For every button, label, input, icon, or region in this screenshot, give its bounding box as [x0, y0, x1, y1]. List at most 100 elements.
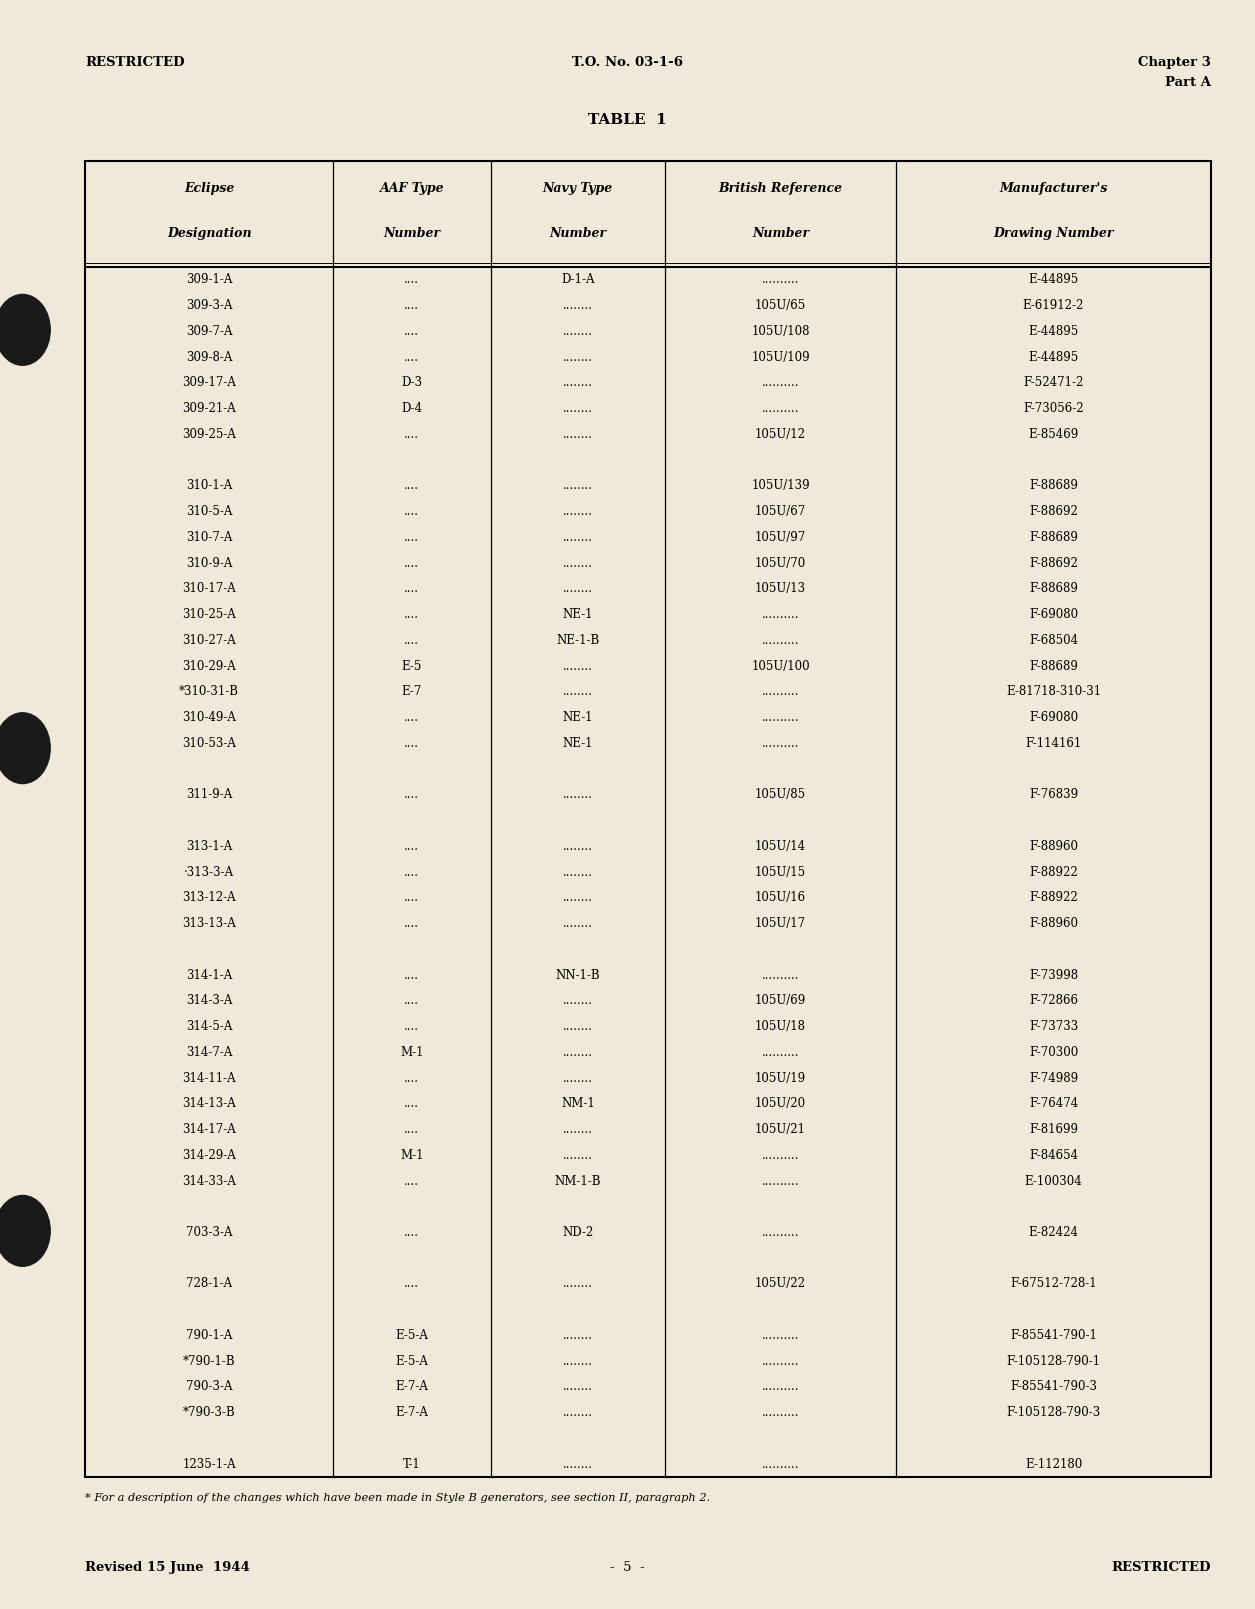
- Text: 105U/17: 105U/17: [756, 917, 806, 930]
- Text: 310-29-A: 310-29-A: [182, 660, 236, 673]
- Text: 309-8-A: 309-8-A: [186, 351, 232, 364]
- Text: ..........: ..........: [762, 1355, 799, 1368]
- Text: ........: ........: [562, 428, 592, 441]
- Text: 309-17-A: 309-17-A: [182, 377, 236, 389]
- Text: E-61912-2: E-61912-2: [1023, 299, 1084, 312]
- Text: ........: ........: [562, 351, 592, 364]
- Text: 309-7-A: 309-7-A: [186, 325, 232, 338]
- Text: F-88692: F-88692: [1029, 557, 1078, 570]
- Text: ....: ....: [404, 634, 419, 647]
- Text: 314-7-A: 314-7-A: [186, 1046, 232, 1059]
- Text: F-105128-790-1: F-105128-790-1: [1007, 1355, 1101, 1368]
- Text: ....: ....: [404, 299, 419, 312]
- Text: ........: ........: [562, 1458, 592, 1471]
- Text: E-81718-310-31: E-81718-310-31: [1007, 685, 1101, 698]
- Text: T.O. No. 03-1-6: T.O. No. 03-1-6: [572, 56, 683, 69]
- Text: ........: ........: [562, 1381, 592, 1393]
- Text: F-88922: F-88922: [1029, 891, 1078, 904]
- Text: ....: ....: [404, 505, 419, 518]
- Text: ........: ........: [562, 1072, 592, 1084]
- Text: Number: Number: [550, 227, 606, 240]
- Text: 309-1-A: 309-1-A: [186, 274, 232, 286]
- Text: 105U/69: 105U/69: [754, 994, 806, 1007]
- Text: ..........: ..........: [762, 1175, 799, 1187]
- Text: ........: ........: [562, 1355, 592, 1368]
- Text: Number: Number: [752, 227, 809, 240]
- Text: ........: ........: [562, 1406, 592, 1419]
- Text: ·313-3-A: ·313-3-A: [184, 866, 235, 879]
- Text: 313-12-A: 313-12-A: [182, 891, 236, 904]
- Text: * For a description of the changes which have been made in Style B generators, s: * For a description of the changes which…: [85, 1493, 710, 1503]
- Text: ........: ........: [562, 531, 592, 544]
- Text: D-1-A: D-1-A: [561, 274, 595, 286]
- Text: 105U/12: 105U/12: [756, 428, 806, 441]
- Text: Revised 15 June  1944: Revised 15 June 1944: [85, 1561, 250, 1574]
- Text: 105U/109: 105U/109: [752, 351, 809, 364]
- Text: F-88960: F-88960: [1029, 917, 1078, 930]
- Text: 314-17-A: 314-17-A: [182, 1123, 236, 1136]
- Text: ....: ....: [404, 274, 419, 286]
- Text: ..........: ..........: [762, 685, 799, 698]
- Text: F-88922: F-88922: [1029, 866, 1078, 879]
- Text: 105U/19: 105U/19: [756, 1072, 806, 1084]
- Text: E-5: E-5: [402, 660, 422, 673]
- Text: 105U/22: 105U/22: [756, 1278, 806, 1290]
- Text: ........: ........: [562, 891, 592, 904]
- Text: 314-13-A: 314-13-A: [182, 1097, 236, 1110]
- Text: ....: ....: [404, 582, 419, 595]
- Text: 790-3-A: 790-3-A: [186, 1381, 232, 1393]
- Text: ....: ....: [404, 788, 419, 801]
- Text: ..........: ..........: [762, 711, 799, 724]
- Text: E-44895: E-44895: [1028, 274, 1078, 286]
- Text: ..........: ..........: [762, 1149, 799, 1162]
- Text: ........: ........: [562, 994, 592, 1007]
- Text: ........: ........: [562, 917, 592, 930]
- Text: F-88692: F-88692: [1029, 505, 1078, 518]
- Text: ....: ....: [404, 557, 419, 570]
- Text: 310-1-A: 310-1-A: [186, 479, 232, 492]
- Text: F-73733: F-73733: [1029, 1020, 1078, 1033]
- Text: ........: ........: [562, 377, 592, 389]
- Text: Number: Number: [383, 227, 441, 240]
- Text: F-73998: F-73998: [1029, 969, 1078, 981]
- Text: ..........: ..........: [762, 377, 799, 389]
- Text: 314-29-A: 314-29-A: [182, 1149, 236, 1162]
- Text: *310-31-B: *310-31-B: [179, 685, 240, 698]
- Text: ....: ....: [404, 1072, 419, 1084]
- Text: E-100304: E-100304: [1024, 1175, 1082, 1187]
- Text: NE-1: NE-1: [562, 737, 594, 750]
- Text: Designation: Designation: [167, 227, 251, 240]
- Text: F-68504: F-68504: [1029, 634, 1078, 647]
- Text: NE-1-B: NE-1-B: [556, 634, 600, 647]
- Text: 105U/85: 105U/85: [756, 788, 806, 801]
- Text: ........: ........: [562, 1278, 592, 1290]
- Text: NN-1-B: NN-1-B: [556, 969, 600, 981]
- Text: ....: ....: [404, 737, 419, 750]
- Text: 313-1-A: 313-1-A: [186, 840, 232, 853]
- Text: ....: ....: [404, 1175, 419, 1187]
- Text: 314-33-A: 314-33-A: [182, 1175, 236, 1187]
- Text: ..........: ..........: [762, 969, 799, 981]
- Text: ..........: ..........: [762, 1406, 799, 1419]
- Text: 105U/97: 105U/97: [754, 531, 806, 544]
- Text: D-4: D-4: [402, 402, 423, 415]
- Text: E-85469: E-85469: [1028, 428, 1078, 441]
- Text: 105U/16: 105U/16: [756, 891, 806, 904]
- Text: -  5  -: - 5 -: [610, 1561, 645, 1574]
- Text: F-88689: F-88689: [1029, 531, 1078, 544]
- Text: 311-9-A: 311-9-A: [186, 788, 232, 801]
- Text: ....: ....: [404, 840, 419, 853]
- Text: ..........: ..........: [762, 1458, 799, 1471]
- Text: 310-25-A: 310-25-A: [182, 608, 236, 621]
- Text: F-73056-2: F-73056-2: [1023, 402, 1084, 415]
- Text: ....: ....: [404, 1226, 419, 1239]
- Text: ........: ........: [562, 325, 592, 338]
- Text: ....: ....: [404, 428, 419, 441]
- Text: F-105128-790-3: F-105128-790-3: [1007, 1406, 1101, 1419]
- Text: ....: ....: [404, 608, 419, 621]
- Text: E-7-A: E-7-A: [395, 1381, 428, 1393]
- Text: 105U/67: 105U/67: [754, 505, 806, 518]
- Text: 1235-1-A: 1235-1-A: [182, 1458, 236, 1471]
- Text: 105U/65: 105U/65: [754, 299, 806, 312]
- Text: F-72866: F-72866: [1029, 994, 1078, 1007]
